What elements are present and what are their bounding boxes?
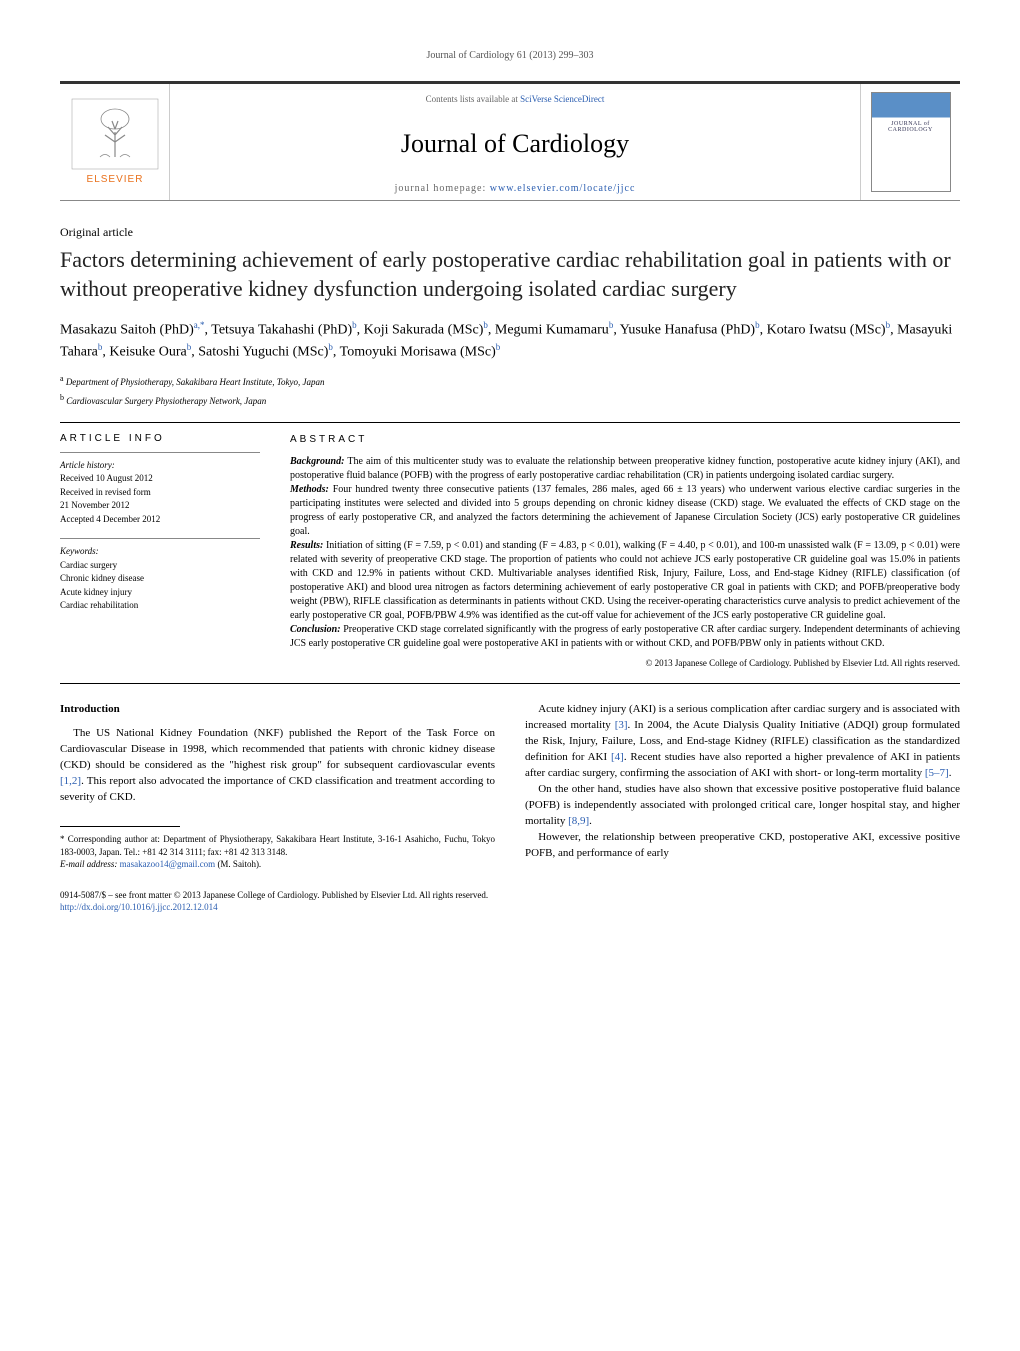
corresponding-email-link[interactable]: masakazoo14@gmail.com (120, 859, 216, 869)
journal-title: Journal of Cardiology (180, 129, 850, 159)
svg-text:ELSEVIER: ELSEVIER (86, 174, 143, 185)
running-header: Journal of Cardiology 61 (2013) 299–303 (60, 50, 960, 61)
history-line: 21 November 2012 (60, 499, 260, 513)
body-right-column: Acute kidney injury (AKI) is a serious c… (525, 702, 960, 870)
body-paragraph: However, the relationship between preope… (525, 830, 960, 862)
corresponding-author-note: * Corresponding author at: Department of… (60, 833, 495, 858)
body-paragraph: The US National Kidney Foundation (NKF) … (60, 726, 495, 806)
journal-cover-cell (860, 84, 960, 200)
introduction-heading: Introduction (60, 702, 495, 718)
homepage-prefix: journal homepage: (395, 183, 490, 194)
body-two-column: Introduction The US National Kidney Foun… (60, 702, 960, 870)
affiliation: b Cardiovascular Surgery Physiotherapy N… (60, 392, 960, 408)
history-line: Received in revised form (60, 486, 260, 500)
article-info-column: ARTICLE INFO Article history: Received 1… (60, 433, 260, 670)
journal-homepage-link[interactable]: www.elsevier.com/locate/jjcc (490, 183, 636, 194)
footnotes: * Corresponding author at: Department of… (60, 833, 495, 871)
publisher-logo-cell: ELSEVIER (60, 84, 170, 200)
keyword: Chronic kidney disease (60, 572, 260, 586)
author-list: Masakazu Saitoh (PhD)a,*, Tetsuya Takaha… (60, 319, 960, 362)
email-label: E-mail address: (60, 859, 117, 869)
contents-prefix: Contents lists available at (426, 94, 520, 104)
page-footer: 0914-5087/$ – see front matter © 2013 Ja… (60, 889, 960, 914)
keywords-block: Keywords: Cardiac surgeryChronic kidney … (60, 538, 260, 613)
history-label: Article history: (60, 459, 260, 473)
history-line: Received 10 August 2012 (60, 472, 260, 486)
email-person: (M. Saitoh). (217, 859, 261, 869)
affiliation: a Department of Physiotherapy, Sakakibar… (60, 373, 960, 389)
article-history-block: Article history: Received 10 August 2012… (60, 452, 260, 527)
article-info-heading: ARTICLE INFO (60, 433, 260, 444)
front-matter-line: 0914-5087/$ – see front matter © 2013 Ja… (60, 889, 960, 902)
footnote-rule (60, 826, 180, 827)
journal-cover-thumbnail (871, 92, 951, 192)
abstract-segment: Conclusion: Preoperative CKD stage corre… (290, 623, 960, 651)
article-type-label: Original article (60, 225, 960, 240)
journal-masthead: ELSEVIER Contents lists available at Sci… (60, 81, 960, 201)
abstract-copyright: © 2013 Japanese College of Cardiology. P… (290, 657, 960, 670)
body-left-column: Introduction The US National Kidney Foun… (60, 702, 495, 870)
body-paragraph: On the other hand, studies have also sho… (525, 782, 960, 830)
abstract-segment: Methods: Four hundred twenty three conse… (290, 483, 960, 539)
abstract-column: ABSTRACT Background: The aim of this mul… (290, 433, 960, 670)
abstract-body: Background: The aim of this multicenter … (290, 455, 960, 651)
section-rule (60, 422, 960, 423)
keyword: Cardiac surgery (60, 559, 260, 573)
elsevier-tree-logo: ELSEVIER (70, 97, 160, 187)
journal-homepage-line: journal homepage: www.elsevier.com/locat… (180, 183, 850, 194)
article-title: Factors determining achievement of early… (60, 246, 960, 303)
history-line: Accepted 4 December 2012 (60, 513, 260, 527)
abstract-heading: ABSTRACT (290, 433, 960, 447)
abstract-segment: Results: Initiation of sitting (F = 7.59… (290, 539, 960, 623)
email-line: E-mail address: masakazoo14@gmail.com (M… (60, 858, 495, 871)
abstract-segment: Background: The aim of this multicenter … (290, 455, 960, 483)
body-paragraph: Acute kidney injury (AKI) is a serious c… (525, 702, 960, 782)
sciencedirect-link[interactable]: SciVerse ScienceDirect (520, 94, 604, 104)
keyword: Acute kidney injury (60, 586, 260, 600)
keyword: Cardiac rehabilitation (60, 599, 260, 613)
masthead-center: Contents lists available at SciVerse Sci… (170, 84, 860, 200)
doi-link[interactable]: http://dx.doi.org/10.1016/j.jjcc.2012.12… (60, 902, 218, 912)
section-rule (60, 683, 960, 684)
keywords-label: Keywords: (60, 545, 260, 559)
contents-available-line: Contents lists available at SciVerse Sci… (180, 94, 850, 104)
